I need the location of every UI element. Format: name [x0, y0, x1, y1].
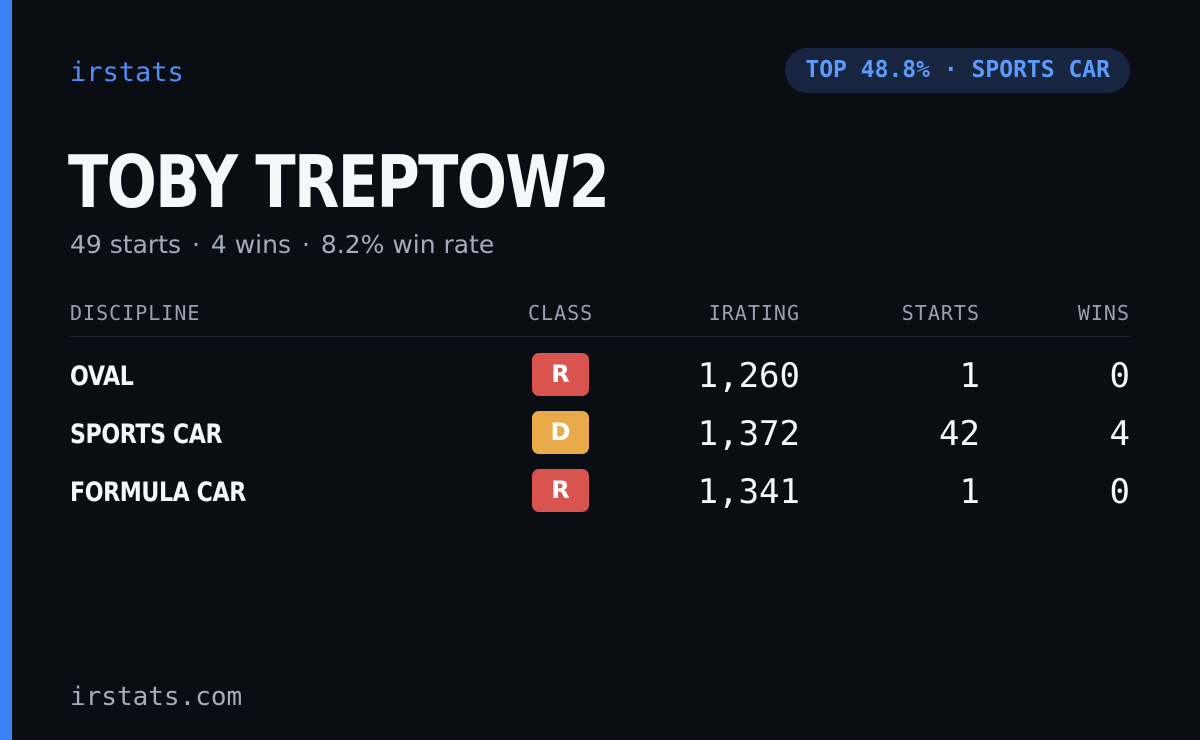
table-row: OVAL R 1,260 1 0 — [70, 337, 1130, 396]
summary-separator: · — [301, 230, 310, 259]
wins-value: 0 — [1109, 356, 1130, 396]
percentile-badge: TOP 48.8% · SPORTS CAR — [785, 48, 1130, 93]
driver-summary: 49 starts · 4 wins · 8.2% win rate — [70, 228, 494, 262]
accent-bar — [0, 0, 12, 740]
table-row: FORMULA CAR R 1,341 1 0 — [70, 453, 1130, 512]
header-wins: WINS — [1077, 301, 1130, 325]
irating-value: 1,341 — [697, 472, 800, 512]
summary-win-rate: 8.2% win rate — [320, 230, 495, 259]
irating-value: 1,260 — [697, 356, 800, 396]
license-class-badge: R — [532, 353, 589, 396]
wins-value: 0 — [1109, 472, 1130, 512]
header-discipline: DISCIPLINE — [70, 301, 201, 325]
header-class: CLASS — [528, 301, 594, 325]
brand-logo[interactable]: irstats — [70, 57, 184, 88]
driver-name: TOBY TREPTOW2 — [68, 140, 610, 224]
license-class-badge: R — [532, 469, 589, 512]
starts-value: 1 — [959, 356, 980, 396]
discipline-name: OVAL — [70, 361, 134, 392]
header-irating: IRATING — [708, 301, 800, 325]
starts-value: 42 — [939, 414, 980, 454]
starts-value: 1 — [959, 472, 980, 512]
table-row: SPORTS CAR D 1,372 42 4 — [70, 395, 1130, 454]
footer-url[interactable]: irstats.com — [70, 682, 243, 712]
irating-value: 1,372 — [697, 414, 800, 454]
summary-starts: 49 starts — [70, 230, 182, 259]
summary-separator: · — [191, 230, 200, 259]
header-starts: STARTS — [901, 301, 980, 325]
table-header: DISCIPLINE CLASS IRATING STARTS WINS — [70, 296, 1130, 337]
wins-value: 4 — [1109, 414, 1130, 454]
summary-wins: 4 wins — [210, 230, 291, 259]
discipline-name: SPORTS CAR — [70, 419, 223, 450]
discipline-name: FORMULA CAR — [70, 477, 246, 508]
license-class-badge: D — [532, 411, 589, 454]
discipline-table: DISCIPLINE CLASS IRATING STARTS WINS OVA… — [70, 296, 1130, 512]
